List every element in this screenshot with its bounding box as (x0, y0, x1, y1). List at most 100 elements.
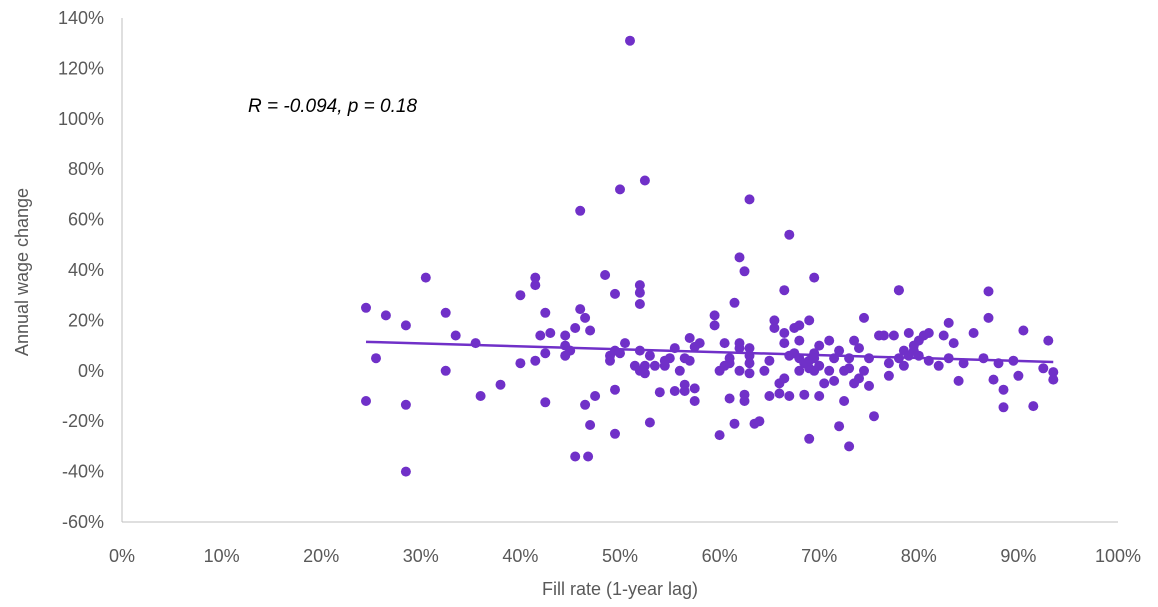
data-point (615, 184, 625, 195)
data-point (639, 368, 650, 379)
data-point (764, 391, 775, 401)
data-point (371, 353, 381, 364)
data-point (400, 466, 411, 477)
data-point (893, 285, 904, 296)
data-point (779, 338, 790, 349)
data-point (450, 330, 461, 341)
trendline (365, 340, 1054, 364)
data-point (724, 393, 735, 404)
data-point (540, 348, 551, 359)
data-point (998, 402, 1009, 413)
data-point (420, 272, 431, 283)
data-point (679, 386, 690, 396)
data-point (774, 388, 785, 399)
data-point (779, 373, 790, 384)
data-point (839, 396, 850, 406)
x-tick-label: 80% (901, 546, 937, 566)
data-point (854, 373, 864, 384)
data-point (689, 396, 700, 406)
data-point (535, 330, 546, 341)
y-tick-label: -40% (62, 462, 104, 482)
data-point (739, 389, 750, 400)
data-point (575, 304, 586, 315)
data-point (634, 299, 645, 309)
data-point (794, 320, 805, 331)
x-tick-label: 0% (109, 546, 135, 566)
data-point (540, 307, 551, 318)
data-point (515, 358, 526, 369)
data-point (983, 312, 994, 323)
x-tick-label: 90% (1000, 546, 1036, 566)
data-points (361, 35, 1059, 477)
y-axis-title: Annual wage change (12, 188, 32, 356)
data-point (724, 353, 735, 364)
data-point (470, 338, 481, 349)
data-point (575, 205, 586, 216)
data-point (983, 286, 994, 297)
data-point (1048, 374, 1059, 385)
data-point (849, 335, 860, 346)
y-tick-label: 20% (68, 310, 104, 330)
data-point (814, 340, 825, 351)
x-tick-label: 100% (1095, 546, 1141, 566)
data-point (834, 345, 845, 356)
data-point (898, 360, 909, 371)
data-point (361, 302, 371, 313)
data-point (440, 307, 451, 318)
data-point (639, 175, 650, 186)
data-point (958, 358, 969, 369)
data-point (794, 365, 805, 376)
data-point (784, 391, 795, 401)
data-point (734, 365, 745, 376)
data-point (1043, 335, 1054, 346)
data-point (495, 379, 506, 390)
data-point (883, 358, 894, 369)
data-point (639, 360, 650, 371)
data-point (1013, 370, 1024, 381)
data-point (361, 396, 371, 406)
data-point (923, 328, 934, 338)
data-point (634, 287, 645, 298)
data-point (634, 280, 645, 291)
data-point (615, 348, 625, 359)
data-point (583, 451, 594, 462)
data-point (1018, 325, 1029, 336)
data-point (734, 338, 745, 349)
data-point (943, 317, 954, 328)
data-point (799, 389, 810, 400)
data-point (769, 323, 780, 333)
data-point (625, 35, 635, 46)
data-point (649, 360, 660, 371)
data-point (400, 399, 411, 410)
data-point (590, 391, 601, 401)
x-tick-label: 40% (502, 546, 538, 566)
x-tick-label: 70% (801, 546, 837, 566)
x-tick-label: 60% (702, 546, 738, 566)
correlation-annotation: R = -0.094, p = 0.18 (248, 96, 417, 117)
data-point (754, 416, 765, 427)
y-tick-label: 80% (68, 159, 104, 179)
data-point (859, 365, 869, 376)
data-point (888, 330, 899, 341)
data-point (545, 328, 556, 338)
data-point (570, 323, 581, 333)
data-point (530, 355, 541, 366)
data-point (844, 363, 855, 374)
data-point (824, 335, 835, 346)
data-point (515, 290, 526, 301)
data-point (819, 378, 830, 389)
data-point (968, 328, 979, 338)
data-point (953, 375, 964, 386)
y-tick-label: 60% (68, 210, 104, 230)
data-point (400, 320, 411, 331)
data-point (729, 418, 740, 429)
x-tick-label: 30% (403, 546, 439, 566)
data-point (824, 365, 835, 376)
data-point (610, 428, 620, 439)
data-point (1028, 401, 1039, 412)
data-point (759, 365, 770, 376)
data-point (734, 252, 745, 263)
data-point (864, 353, 874, 364)
data-point (779, 328, 790, 338)
data-point (978, 353, 989, 364)
